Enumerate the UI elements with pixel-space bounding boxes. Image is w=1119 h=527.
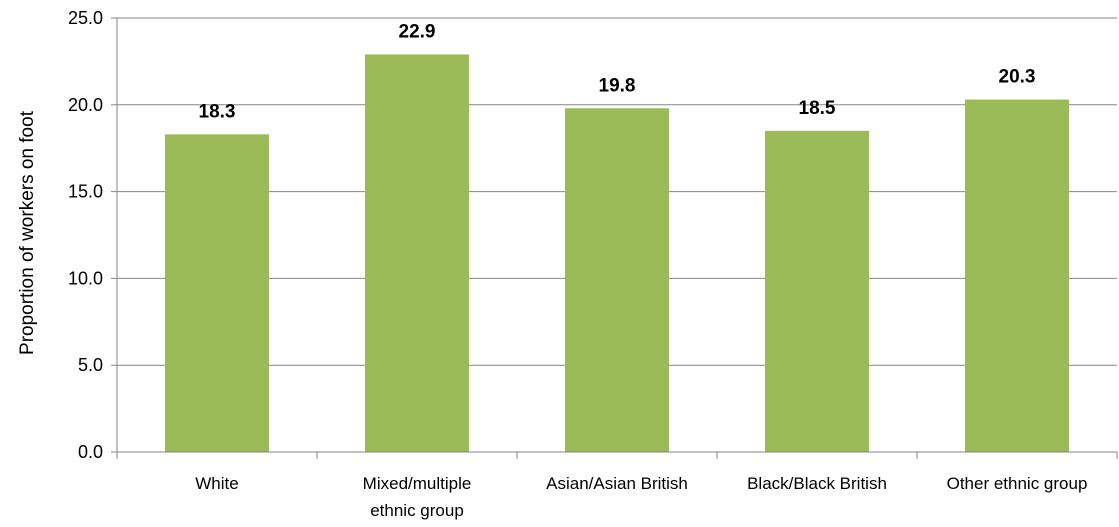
data-label: 19.8 — [599, 75, 636, 96]
y-tick-label: 0.0 — [78, 442, 103, 462]
y-tick-label: 10.0 — [68, 268, 103, 288]
x-category-label: Black/Black British — [747, 474, 887, 493]
x-category-label: Other ethnic group — [947, 474, 1088, 493]
x-category-label: Asian/Asian British — [546, 474, 688, 493]
x-category-label: White — [195, 474, 238, 493]
data-label: 18.5 — [799, 98, 836, 119]
bar — [765, 130, 869, 452]
axes — [111, 17, 1118, 459]
x-category-labels: White Mixed/multiple ethnic group Asian/Asi… — [195, 474, 1087, 520]
x-category-label: ethnic group — [370, 501, 464, 520]
data-label: 18.3 — [199, 101, 236, 122]
bar — [165, 134, 269, 452]
bar — [965, 99, 1069, 452]
y-tick-label: 5.0 — [78, 355, 103, 375]
x-category-label: Mixed/multiple — [363, 474, 472, 493]
y-tick-label: 15.0 — [68, 182, 103, 202]
y-tick-labels: 0.0 5.0 10.0 15.0 20.0 25.0 — [68, 8, 103, 462]
data-label: 22.9 — [399, 21, 436, 42]
y-tick-label: 25.0 — [68, 8, 103, 28]
bar — [365, 54, 469, 453]
data-label: 20.3 — [999, 67, 1036, 88]
data-labels: 18.3 22.9 19.8 18.5 20.3 — [199, 21, 1036, 122]
y-tick-label: 20.0 — [68, 95, 103, 115]
bar — [565, 108, 669, 452]
bars — [165, 54, 1069, 453]
y-axis-title: Proportion of workers on foot — [17, 110, 38, 355]
